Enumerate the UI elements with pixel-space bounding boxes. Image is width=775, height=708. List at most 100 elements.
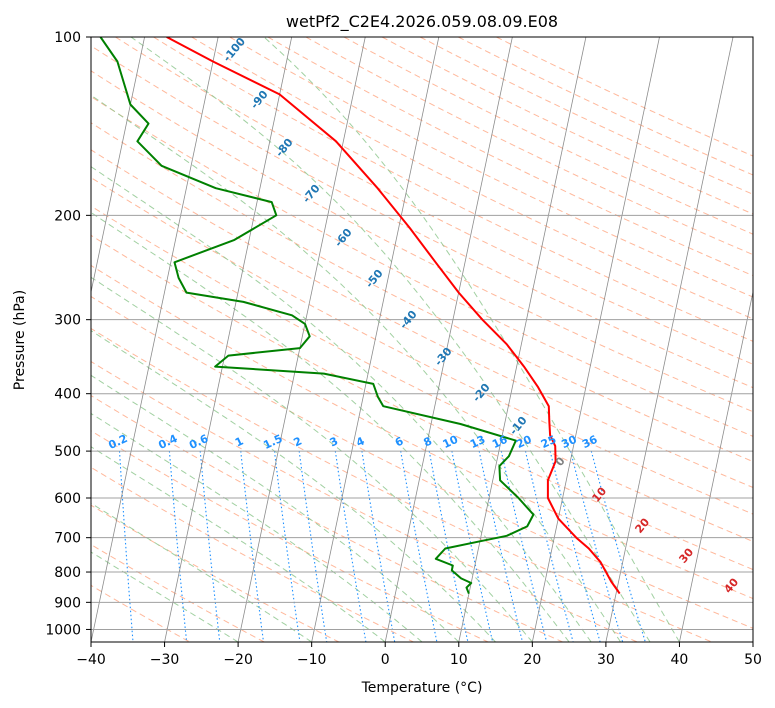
x-tick-label: −20 (223, 652, 253, 668)
isotherm-line (679, 290, 753, 642)
temperature-profile-line (166, 37, 621, 595)
dry-adiabat-label: 0 (553, 454, 568, 468)
mixing-ratio-label: 16 (490, 433, 510, 451)
moist-adiabat-line (263, 37, 680, 642)
moist-adiabat-line (91, 211, 570, 642)
x-tick-label: 30 (597, 652, 615, 668)
mixing-ratio-line (361, 451, 396, 642)
mixing-ratio-line (428, 450, 469, 642)
mixing-ratio-line (400, 451, 438, 642)
x-tick-label: −10 (297, 652, 327, 668)
isotherm-line (531, 37, 660, 642)
mixing-ratio-line (478, 450, 524, 642)
y-tick-label: 600 (54, 491, 81, 507)
isotherm-line (384, 37, 513, 642)
mixing-ratio-label: 13 (468, 433, 487, 451)
x-axis-label: Temperature (°C) (361, 680, 483, 696)
mixing-ratio-label: 36 (580, 433, 600, 451)
mixing-ratio-label: 25 (539, 433, 558, 451)
dry-adiabat-line (91, 264, 753, 600)
mixing-ratio-line (570, 450, 624, 642)
y-tick-label: 1000 (45, 622, 81, 638)
y-tick-label: 800 (54, 565, 81, 581)
x-tick-label: −40 (76, 652, 106, 668)
y-axis-label: Pressure (hPa) (12, 290, 28, 390)
dry-adiabat-line (115, 37, 753, 365)
y-tick-label: 200 (54, 208, 81, 224)
mixing-ratio-label: 20 (514, 433, 534, 451)
mixing-ratio-line (168, 451, 188, 642)
axes: −40 −30 −20 −10 0 10 20 30 40 5010020030040050060… (45, 30, 762, 668)
dry-adiabat-line (91, 205, 753, 543)
dry-adiabat-label: 20 (632, 515, 652, 535)
dry-adiabat-label: 10 (589, 484, 609, 504)
dry-adiabat-line (91, 177, 753, 515)
isotherm-line (605, 37, 734, 642)
plot-area (0, 37, 753, 642)
isotherm-line (311, 37, 440, 642)
mixing-ratio-line (500, 450, 548, 642)
mixing-ratio-label: 0.2 (106, 432, 129, 452)
mixing-ratio-label: 1 (233, 434, 245, 449)
mixing-ratio-line (451, 450, 494, 642)
dry-adiabat-label: -50 (363, 267, 386, 291)
dry-adiabat-label: -90 (248, 88, 271, 112)
dry-adiabat-line (91, 327, 712, 642)
x-tick-label: 20 (523, 652, 541, 668)
mixing-ratio-label: 0.4 (156, 432, 179, 452)
dry-adiabat-line (91, 45, 753, 389)
isotherm-line (91, 37, 145, 294)
dry-adiabat-label: 30 (676, 545, 696, 565)
moist-adiabat-line (91, 166, 592, 642)
moist-adiabat-line (130, 37, 651, 642)
mixing-ratio-line (334, 451, 367, 642)
dry-adiabat-line (343, 37, 753, 235)
mixing-ratio-label: 0.6 (187, 432, 210, 452)
isotherm-line (752, 640, 753, 642)
mixing-ratio-line (273, 451, 301, 642)
x-tick-label: 10 (450, 652, 468, 668)
dry-adiabat-line (381, 37, 753, 215)
dry-adiabat-line (91, 122, 753, 463)
y-tick-label: 900 (54, 595, 81, 611)
dry-adiabat-label: -80 (273, 136, 296, 160)
moist-adiabat-line (91, 374, 460, 642)
dry-adiabat-line (91, 430, 489, 642)
mixing-ratio-line (524, 450, 574, 642)
moist-adiabat-line (91, 94, 622, 642)
dry-adiabat-line (91, 360, 638, 642)
mixing-ratio-label: 30 (559, 433, 579, 451)
x-tick-label: −30 (150, 652, 180, 668)
x-tick-label: 50 (744, 652, 762, 668)
moist-adiabat-line (91, 330, 496, 642)
dry-adiabat-line (91, 234, 753, 571)
moist-adiabat-line (91, 412, 423, 642)
mixing-ratio-label: 8 (422, 434, 434, 449)
moist-adiabat-line (91, 551, 239, 642)
y-tick-label: 100 (54, 30, 81, 46)
dry-adiabat-label: 40 (721, 575, 741, 595)
y-tick-label: 500 (54, 444, 81, 460)
chart-title: wetPf2_C2E4.2026.059.08.09.E08 (286, 12, 558, 32)
y-tick-label: 400 (54, 387, 81, 403)
dry-adiabat-line (496, 37, 753, 157)
dry-adiabat-label: -40 (397, 308, 420, 332)
dry-adiabat-line (91, 466, 414, 642)
dewpoint-profile-line (99, 37, 535, 594)
moist-adiabat-line (91, 276, 533, 642)
dry-adiabat-line (91, 149, 753, 489)
mixing-ratio-label: 6 (393, 434, 406, 449)
y-tick-label: 300 (54, 313, 81, 329)
contour-labels: -100-90-80-70-60-50-40-30-20-10010203040… (106, 37, 741, 596)
dry-adiabat-line (458, 37, 753, 176)
isotherm-line (0, 37, 71, 642)
x-tick-label: 0 (381, 652, 390, 668)
dry-adiabat-line (91, 96, 753, 437)
mixing-ratio-label: 2 (292, 434, 304, 449)
moist-adiabat-line (91, 502, 312, 642)
isotherm-line (91, 37, 219, 642)
y-tick-label: 700 (54, 531, 81, 547)
dry-adiabat-line (91, 70, 753, 413)
mixing-ratio-label: 10 (441, 433, 461, 451)
